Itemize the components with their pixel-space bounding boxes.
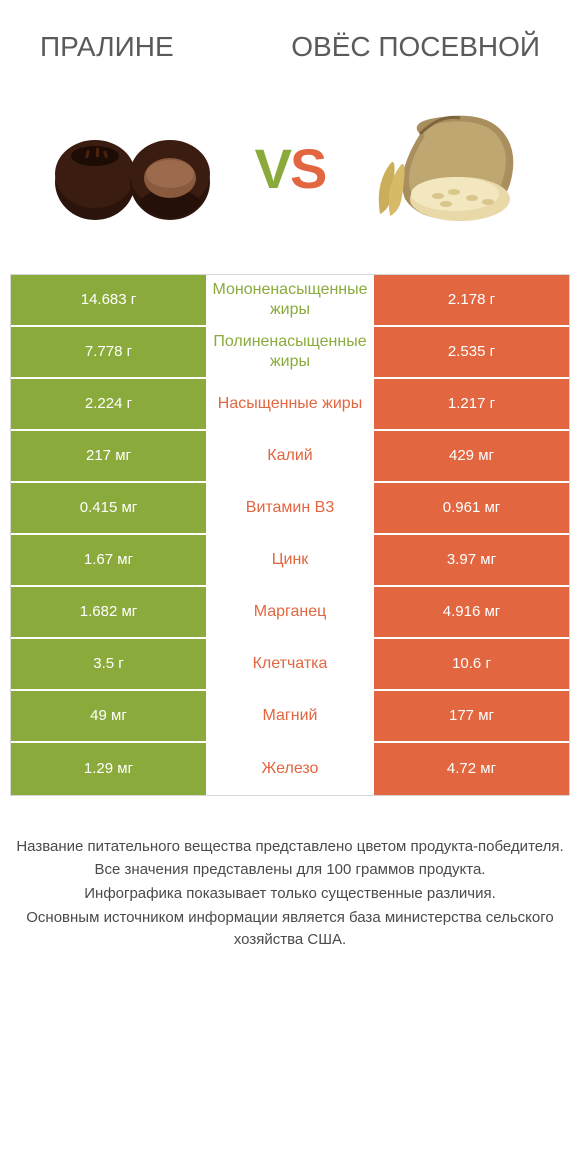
left-value: 0.415 мг [11, 483, 206, 533]
right-value: 2.178 г [374, 275, 569, 325]
table-row: 14.683 гМононенасыщенные жиры2.178 г [11, 275, 569, 327]
footer-line-2: Все значения представлены для 100 граммо… [10, 859, 570, 881]
right-food-title: ОВЁС ПОСЕВНОЙ [291, 30, 540, 64]
right-value: 0.961 мг [374, 483, 569, 533]
left-value: 3.5 г [11, 639, 206, 689]
left-value: 2.224 г [11, 379, 206, 429]
nutrient-label: Витамин B3 [206, 483, 374, 533]
nutrient-label: Цинк [206, 535, 374, 585]
oats-icon [350, 104, 540, 234]
table-row: 7.778 гПолиненасыщенные жиры2.535 г [11, 327, 569, 379]
footer-line-4: Основным источником информации является … [10, 907, 570, 951]
praline-image [40, 104, 230, 234]
vs-label: VS [255, 136, 326, 201]
left-value: 14.683 г [11, 275, 206, 325]
footer-line-1: Название питательного вещества представл… [10, 836, 570, 858]
table-row: 1.67 мгЦинк3.97 мг [11, 535, 569, 587]
vs-s: S [290, 137, 325, 200]
right-value: 2.535 г [374, 327, 569, 377]
right-value: 1.217 г [374, 379, 569, 429]
table-row: 2.224 гНасыщенные жиры1.217 г [11, 379, 569, 431]
left-value: 1.682 мг [11, 587, 206, 637]
nutrient-label: Калий [206, 431, 374, 481]
table-row: 3.5 гКлетчатка10.6 г [11, 639, 569, 691]
nutrient-label: Железо [206, 743, 374, 795]
nutrient-label: Магний [206, 691, 374, 741]
left-value: 7.778 г [11, 327, 206, 377]
nutrient-label: Марганец [206, 587, 374, 637]
comparison-table: 14.683 гМононенасыщенные жиры2.178 г7.77… [10, 274, 570, 796]
nutrient-label: Мононенасыщенные жиры [206, 275, 374, 325]
table-row: 1.29 мгЖелезо4.72 мг [11, 743, 569, 795]
left-food-title: ПРАЛИНЕ [40, 30, 174, 64]
oats-image [350, 104, 540, 234]
nutrient-label: Полиненасыщенные жиры [206, 327, 374, 377]
table-row: 217 мгКалий429 мг [11, 431, 569, 483]
table-row: 0.415 мгВитамин B30.961 мг [11, 483, 569, 535]
left-value: 49 мг [11, 691, 206, 741]
table-row: 1.682 мгМарганец4.916 мг [11, 587, 569, 639]
table-row: 49 мгМагний177 мг [11, 691, 569, 743]
praline-icon [40, 104, 230, 234]
right-value: 4.916 мг [374, 587, 569, 637]
right-value: 10.6 г [374, 639, 569, 689]
right-value: 177 мг [374, 691, 569, 741]
left-value: 217 мг [11, 431, 206, 481]
nutrient-label: Клетчатка [206, 639, 374, 689]
right-value: 429 мг [374, 431, 569, 481]
vs-v: V [255, 137, 290, 200]
header: ПРАЛИНЕ ОВЁС ПОСЕВНОЙ [0, 0, 580, 74]
left-value: 1.29 мг [11, 743, 206, 795]
footer-notes: Название питательного вещества представл… [10, 836, 570, 951]
left-value: 1.67 мг [11, 535, 206, 585]
nutrient-label: Насыщенные жиры [206, 379, 374, 429]
vs-row: VS [0, 74, 580, 274]
footer-line-3: Инфографика показывает только существенн… [10, 883, 570, 905]
right-value: 3.97 мг [374, 535, 569, 585]
right-value: 4.72 мг [374, 743, 569, 795]
